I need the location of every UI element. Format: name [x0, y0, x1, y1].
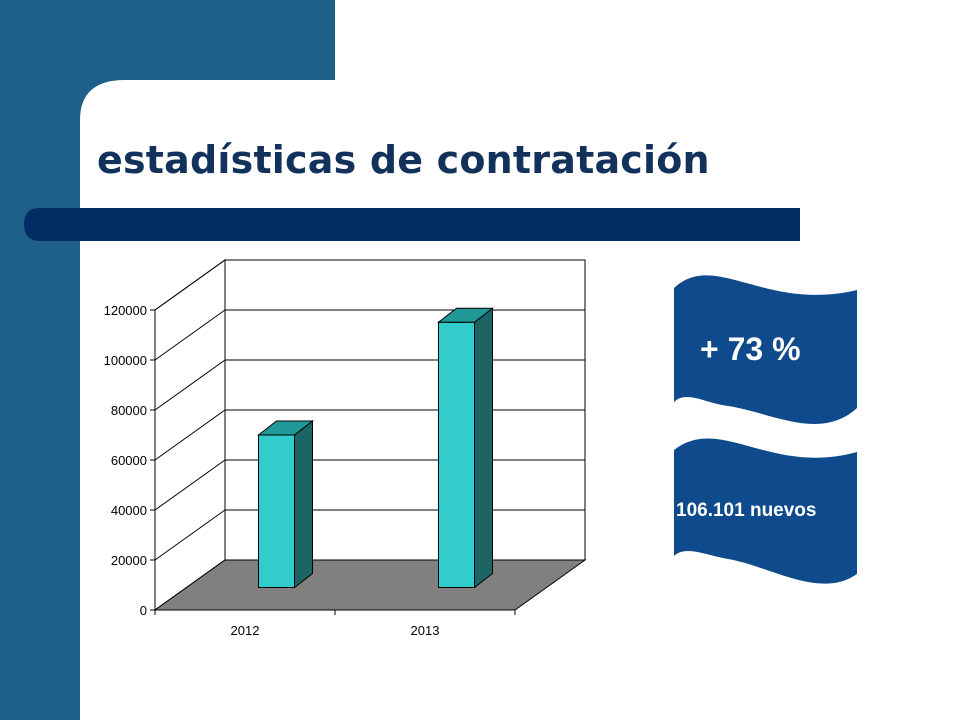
bar-front	[258, 434, 295, 588]
bar-side	[294, 419, 313, 589]
title-underline-bar	[24, 208, 800, 241]
bar-top	[257, 420, 314, 436]
gridline-side	[154, 359, 226, 411]
y-tick-label: 60000	[111, 453, 147, 468]
bar-side	[474, 307, 493, 589]
gridline-side	[154, 409, 226, 461]
gridline-side	[154, 459, 226, 511]
gridline-side	[154, 509, 226, 561]
wave-banner-shape	[674, 438, 857, 584]
gridline-side	[154, 309, 226, 361]
new-contracts-label: 106.101 nuevos	[676, 500, 817, 521]
y-tick-label: 20000	[111, 553, 147, 568]
wave-banner-shape	[674, 275, 857, 424]
bar-top	[437, 307, 494, 323]
y-tick-label: 40000	[111, 503, 147, 518]
slide-title: estadísticas de contratación	[97, 138, 710, 182]
bar-chart: 0 20000 40000 60000 80000 100000 120000 2012 201…	[104, 259, 587, 638]
percent-growth-badge: + 73 %	[670, 272, 860, 428]
y-tick-label: 0	[140, 603, 147, 618]
percent-growth-label: + 73 %	[700, 331, 801, 367]
chart-floor	[153, 559, 587, 611]
y-tick-label: 80000	[111, 403, 147, 418]
y-tick-label: 120000	[104, 303, 147, 318]
bar-front	[438, 321, 475, 588]
x-tick-label: 2012	[231, 623, 260, 638]
gridline-side	[154, 259, 226, 311]
new-contracts-badge: 106.101 nuevos	[670, 432, 860, 588]
x-tick-label: 2013	[411, 623, 440, 638]
y-tick-label: 100000	[104, 353, 147, 368]
